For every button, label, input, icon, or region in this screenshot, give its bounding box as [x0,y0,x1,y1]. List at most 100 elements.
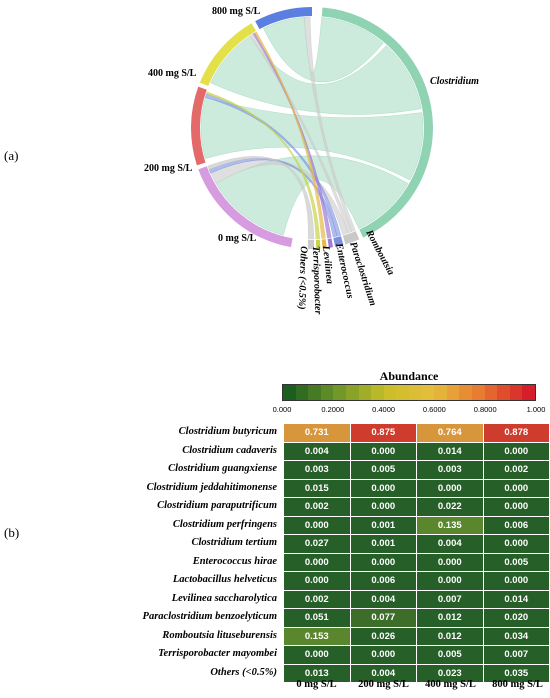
heatmap-cell: 0.006 [349,571,417,591]
heatmap-colorbar [282,384,536,401]
chord-group-arc [321,7,433,238]
heatmap-row-label: Clostridium paraputrificum [157,500,277,511]
heatmap-cell: 0.014 [482,589,550,609]
heatmap-table: 0.731 0.875 0.764 0.878 0.004 0.000 0.014 0.000… [283,423,550,683]
heatmap-column-labels: 0 mg S/L 200 mg S/L 400 mg S/L 800 mg S/L [283,679,550,690]
chord-ribbon [303,16,356,232]
colorbar-segment [497,385,510,400]
heatmap-cell: 0.001 [349,515,417,535]
heatmap-column-label: 0 mg S/L [296,679,337,690]
heatmap-cell: 0.002 [482,460,550,480]
chord-diagram: 800 mg S/L 400 mg S/L 200 mg S/L 0 mg S/L Cl… [144,6,479,315]
heatmap-cell: 0.000 [283,515,351,535]
chord-ribbon [254,31,326,239]
heatmap-cell: 0.000 [349,478,417,498]
colorbar-tick-label: 0.2000 [321,405,345,414]
heatmap-cell: 0.002 [283,497,351,517]
chord-group-label: 400 mg S/L [148,68,197,79]
chord-group-arc [199,23,256,87]
heatmap-row: 0.004 0.000 0.014 0.000 [283,441,550,461]
heatmap-cell: 0.000 [349,497,417,517]
chord-group-arc [342,231,360,245]
heatmap-cell: 0.004 [416,534,484,554]
heatmap-row: 0.027 0.001 0.004 0.000 [283,534,550,554]
heatmap-cell: 0.000 [283,552,351,572]
chord-group-label: Clostridium [430,76,479,87]
heatmap-column-label: 400 mg S/L [425,679,476,690]
colorbar-segment [434,385,447,400]
heatmap-cell: 0.005 [416,645,484,665]
chord-ribbon [215,155,409,236]
colorbar-segment [295,385,309,400]
heatmap-cell: 0.026 [349,626,417,646]
heatmap-row: 0.000 0.001 0.135 0.006 [283,515,550,535]
heatmap-cell: 0.007 [416,589,484,609]
chord-group-arc [321,239,327,249]
colorbar-segment [358,385,372,400]
heatmap-row-label: Clostridium butyricum [178,426,277,437]
heatmap-row-label: Levilinea saccharolytica [171,592,277,604]
heatmap-cell: 0.006 [482,515,550,535]
chord-group-arc [255,7,312,30]
heatmap-cell: 0.000 [482,497,550,517]
heatmap-cell: 0.012 [416,626,484,646]
heatmap-row-labels: Clostridium butyricum Clostridium cadaver… [80,423,277,682]
heatmap-cell: 0.003 [283,460,351,480]
heatmap-cell: 0.003 [416,460,484,480]
heatmap-cell: 0.027 [283,534,351,554]
chord-group-arc [315,239,321,249]
heatmap-row-label: Terrisporobacter mayombei [158,648,277,659]
chord-group-label: Terrisporobacter [310,246,323,315]
heatmap-cell: 0.001 [349,534,417,554]
heatmap-row: 0.000 0.000 0.000 0.005 [283,552,550,572]
heatmap-cell: 0.007 [482,645,550,665]
chord-ribbon [206,91,321,240]
colorbar-segment [396,385,409,400]
heatmap-cell: 0.764 [416,423,484,443]
heatmap-cell: 0.000 [482,478,550,498]
heatmap-row: 0.002 0.000 0.022 0.000 [283,497,550,517]
heatmap-row: 0.731 0.875 0.764 0.878 [283,423,550,443]
colorbar-segment [333,385,346,400]
colorbar-tick-label: 0.4000 [372,405,396,414]
heatmap-title: Abundance [379,369,439,383]
heatmap-cell: 0.014 [416,441,484,461]
colorbar-segment [509,385,523,400]
heatmap-cell: 0.023 [416,663,484,683]
chord-group-arc [307,239,315,249]
heatmap-row: 0.003 0.005 0.003 0.002 [283,460,550,480]
heatmap-row-label: Others (<0.5%) [210,666,277,678]
heatmap-row-label: Clostridium cadaveris [182,444,277,456]
heatmap-cell: 0.000 [349,441,417,461]
chord-group-label: Levilinea [320,244,335,284]
heatmap-cell: 0.020 [482,608,550,628]
heatmap-cell: 0.015 [283,478,351,498]
heatmap-cell: 0.000 [283,645,351,665]
chord-group-arc [333,236,344,247]
heatmap-row-label: Romboutsia lituseburensis [162,629,277,641]
colorbar-tick-label: 1.000 [526,405,546,414]
colorbar-segment [421,385,435,400]
heatmap-cell: 0.005 [482,552,550,572]
heatmap-cell: 0.000 [349,552,417,572]
colorbar-segment [283,385,296,400]
heatmap-cell: 0.000 [416,478,484,498]
heatmap-cell: 0.002 [283,589,351,609]
heatmap-cell: 0.875 [349,423,417,443]
colorbar-segment [345,385,359,400]
heatmap-column-label: 200 mg S/L [358,679,409,690]
heatmap-row: 0.002 0.004 0.007 0.014 [283,589,550,609]
heatmap-row-label: Lactobacillus helveticus [172,574,277,585]
heatmap-cell: 0.005 [349,460,417,480]
heatmap-row-label: Paraclostridium benzoelyticum [142,611,277,622]
heatmap-cell: 0.077 [349,608,417,628]
colorbar-segment [371,385,384,400]
panel-label-b: (b) [4,525,20,540]
chord-group-arc [327,238,334,248]
colorbar-segment [320,385,334,400]
chord-group-arc [190,86,207,166]
heatmap-cell: 0.000 [416,571,484,591]
heatmap-row: 0.015 0.000 0.000 0.000 [283,478,550,498]
colorbar-tick-label: 0.000 [272,405,292,414]
chord-group-label: 200 mg S/L [144,163,193,174]
